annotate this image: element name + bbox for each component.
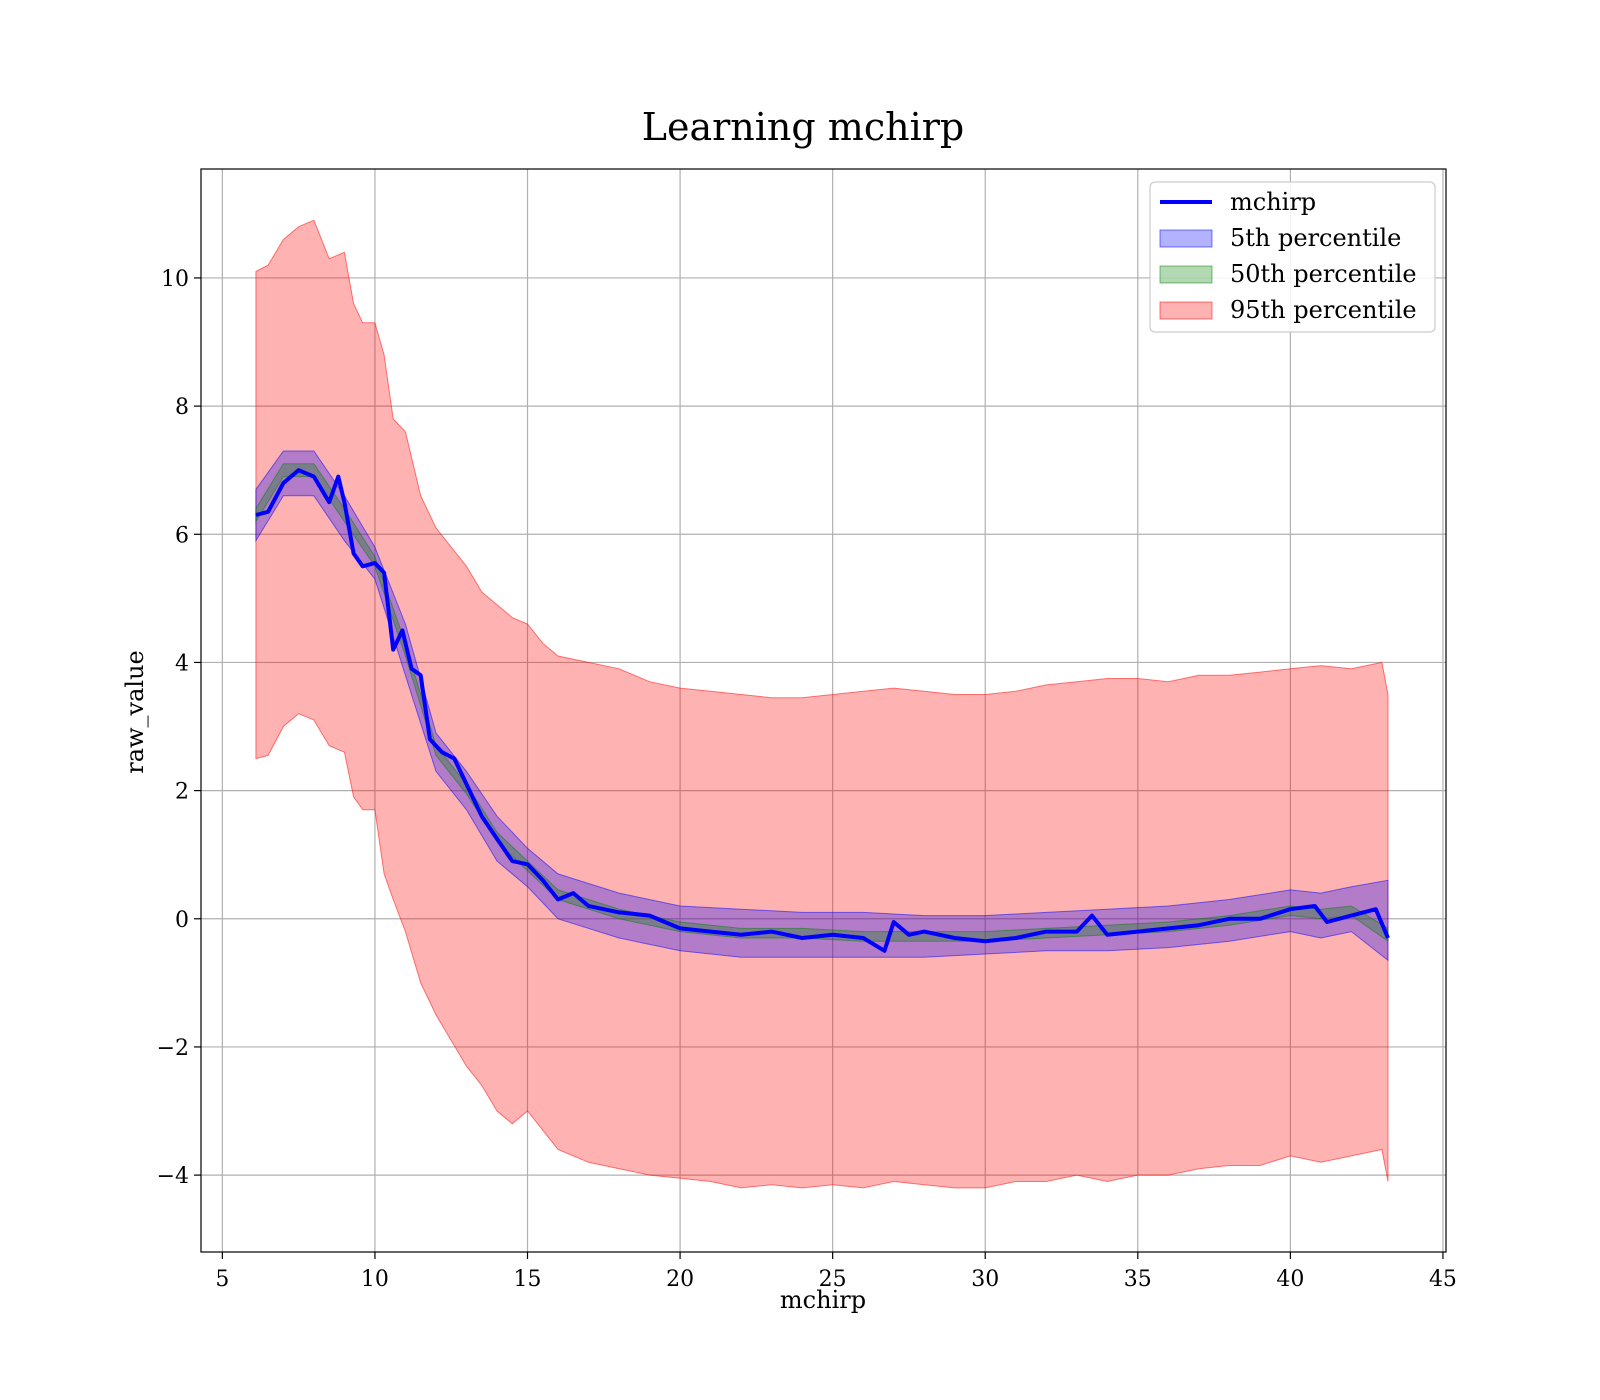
legend: mchirp 5th percentile 50th percentile 95th … xyxy=(1149,181,1436,333)
y-tick-label: 10 xyxy=(161,267,189,292)
series-lines xyxy=(255,468,1390,953)
y-tick-label: 2 xyxy=(175,780,189,805)
x-axis: 5 10 15 20 25 30 35 40 45 xyxy=(215,1252,1457,1292)
y-tick-label: 6 xyxy=(175,523,189,548)
x-tick-label: 40 xyxy=(1276,1267,1304,1292)
chart-title: Learning mchirp xyxy=(642,105,964,149)
x-tick-label: 30 xyxy=(971,1267,999,1292)
legend-swatch-patch xyxy=(1159,229,1213,248)
x-tick-label: 20 xyxy=(666,1267,694,1292)
y-tick-label: 4 xyxy=(175,651,189,676)
legend-label: mchirp xyxy=(1230,188,1316,216)
plot-frame xyxy=(200,168,1447,1253)
y-tick-label: 0 xyxy=(175,908,189,933)
legend-label: 95th percentile xyxy=(1230,296,1417,324)
x-tick-label: 15 xyxy=(514,1267,542,1292)
percentile-bands xyxy=(255,219,1389,1189)
y-tick-label: 8 xyxy=(175,395,189,420)
legend-label: 50th percentile xyxy=(1230,260,1417,288)
legend-swatch-patch xyxy=(1159,265,1213,284)
plot-background xyxy=(201,169,1446,1252)
x-tick-label: 35 xyxy=(1124,1267,1152,1292)
y-tick-label: −2 xyxy=(157,1036,189,1061)
grid xyxy=(201,169,1446,1252)
x-tick-label: 45 xyxy=(1429,1267,1457,1292)
legend-swatch-patch xyxy=(1159,301,1213,320)
y-tick-label: −4 xyxy=(157,1164,189,1189)
x-tick-label: 5 xyxy=(215,1267,229,1292)
5th-percentile-band xyxy=(255,450,1389,962)
legend-label: 5th percentile xyxy=(1230,224,1401,252)
95th-percentile-band xyxy=(255,219,1389,1189)
mchirp-line xyxy=(255,468,1390,953)
legend-box xyxy=(1149,181,1436,333)
x-tick-label: 25 xyxy=(819,1267,847,1292)
y-axis-label: raw_value xyxy=(121,650,149,774)
x-tick-label: 10 xyxy=(361,1267,389,1292)
y-axis: −4 −2 0 2 4 6 8 10 xyxy=(157,267,201,1189)
x-axis-label: mchirp xyxy=(780,1286,866,1314)
